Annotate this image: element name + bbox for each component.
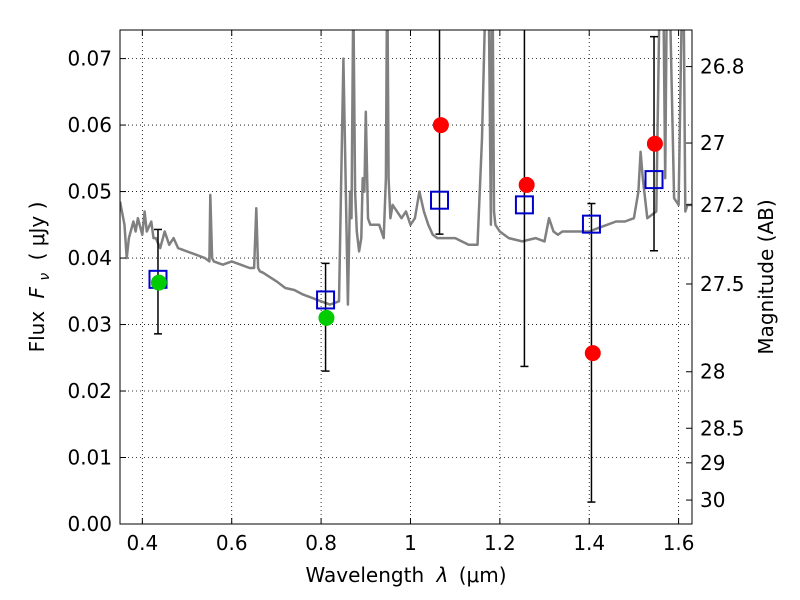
y-tick-label: 0.02 (67, 379, 112, 403)
x-axis-label: Wavelength λ (μm) (305, 563, 506, 587)
y-tick-label: 0.04 (67, 246, 112, 270)
y-axis-label: Flux F ν ( μJy ) (25, 202, 54, 353)
y-tick-label: 0.01 (67, 446, 112, 470)
mag-tick-label: 27.5 (700, 272, 745, 296)
mag-tick-label: 30 (700, 488, 725, 512)
x-tick-label: 1 (404, 531, 417, 555)
spectrum-line (120, 30, 692, 306)
y-tick-label: 0.06 (67, 113, 112, 137)
data-point-circle (150, 274, 167, 291)
mag-tick-label: 27.2 (700, 193, 745, 217)
y-tick-label: 0.00 (67, 512, 112, 536)
plot-area (120, 30, 692, 503)
mag-tick-label: 29 (700, 451, 725, 475)
y-tick-label: 0.05 (67, 180, 112, 204)
x-tick-label: 0.8 (305, 531, 337, 555)
y-tick-label: 0.03 (67, 313, 112, 337)
data-point-circle (518, 176, 535, 193)
axis-ticks: 0.4 0.6 0.8 1 1.2 1.4 1.6 0.00 0.01 0.02 0.03 0.04 0… (67, 30, 745, 555)
model-point-square (316, 290, 336, 310)
data-point-circle (584, 345, 601, 362)
x-tick-label: 1.6 (663, 531, 695, 555)
y-tick-label: 0.07 (67, 47, 112, 71)
mag-tick-label: 27 (700, 131, 725, 155)
data-point-circle (432, 117, 449, 134)
grid-lines (120, 30, 692, 525)
right-axis-label: Magnitude (AB) (754, 199, 778, 354)
plot-frame (119, 29, 693, 525)
model-point-square (514, 195, 534, 215)
model-point-square (644, 170, 664, 190)
x-tick-label: 0.6 (216, 531, 248, 555)
data-point-circle (318, 309, 335, 326)
x-tick-label: 1.2 (484, 531, 516, 555)
mag-tick-label: 28 (700, 360, 725, 384)
data-point-circle (646, 135, 663, 152)
model-point-square (430, 190, 450, 210)
mag-tick-label: 28.5 (700, 416, 745, 440)
x-tick-label: 1.4 (573, 531, 605, 555)
mag-tick-label: 26.8 (700, 55, 745, 79)
model-point-square (581, 214, 601, 234)
x-tick-label: 0.4 (126, 531, 158, 555)
